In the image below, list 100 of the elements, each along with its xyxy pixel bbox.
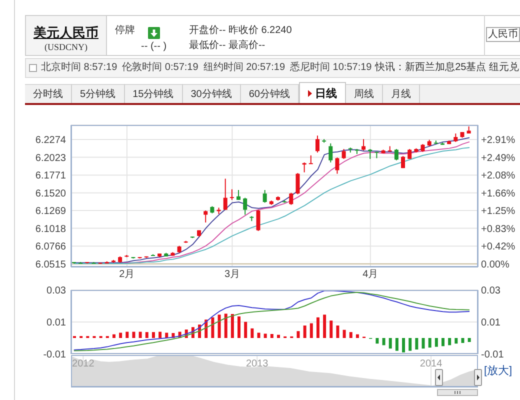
y2-tick-label: 0.00% bbox=[481, 259, 510, 270]
text-field: 人民币 bbox=[486, 27, 520, 42]
tab: 周线 bbox=[346, 84, 383, 103]
candlestick bbox=[302, 162, 306, 173]
bar bbox=[388, 338, 392, 349]
candlestick bbox=[315, 135, 320, 154]
bar bbox=[264, 334, 267, 338]
tab: 分时线 bbox=[25, 84, 72, 103]
candlestick bbox=[368, 148, 372, 160]
bar bbox=[376, 338, 379, 344]
tab: 月线 bbox=[382, 84, 420, 103]
y2-tick-label: +2.08% bbox=[481, 170, 516, 182]
y2-tick-label: +2.49% bbox=[481, 152, 516, 164]
text: 快讯：新西兰加息25基点 纽元兑 bbox=[375, 62, 519, 73]
bar bbox=[422, 338, 425, 349]
x-tick-label: 3月 bbox=[224, 269, 240, 280]
x-tick-label: 2月 bbox=[119, 269, 135, 280]
tab: 5分钟线 bbox=[72, 84, 125, 103]
bar bbox=[356, 334, 359, 338]
bar bbox=[461, 338, 464, 343]
bar bbox=[336, 326, 340, 338]
y-tick-label: 6.1018 bbox=[35, 224, 66, 235]
bar bbox=[119, 332, 122, 338]
y-tick-label: 0.01 bbox=[46, 318, 66, 328]
tab: 日线 bbox=[298, 82, 346, 103]
bar bbox=[316, 317, 320, 338]
bar bbox=[428, 338, 432, 348]
text: 最低价-- 最高价-- bbox=[189, 40, 266, 51]
bar bbox=[158, 332, 162, 338]
bar bbox=[408, 338, 412, 351]
candlestick bbox=[335, 157, 340, 174]
text: (USDCNY) bbox=[44, 42, 88, 52]
candlestick bbox=[342, 148, 346, 160]
y2-tick-label: 0.01 bbox=[481, 318, 501, 328]
x-tick-label: 2013 bbox=[246, 358, 269, 370]
bar bbox=[330, 320, 333, 338]
candlestick bbox=[262, 189, 267, 204]
candlestick bbox=[256, 209, 260, 232]
y-tick-label: 0.03 bbox=[46, 286, 66, 296]
bar bbox=[310, 323, 313, 338]
bar bbox=[415, 338, 418, 350]
x-tick-label: 2012 bbox=[72, 358, 95, 370]
bar bbox=[395, 338, 398, 351]
bar bbox=[132, 332, 136, 338]
candlestick bbox=[236, 189, 241, 200]
x-tick-label: 2014 bbox=[420, 358, 443, 370]
bar bbox=[342, 330, 346, 338]
candlestick bbox=[204, 210, 208, 223]
y2-tick-label: +0.42% bbox=[481, 241, 516, 252]
y2-tick-label: +2.91% bbox=[481, 135, 516, 146]
y2-tick-label: +0.83% bbox=[481, 224, 516, 235]
y2-tick-label: +1.66% bbox=[481, 188, 516, 200]
y2-tick-label: -0.01 bbox=[481, 350, 504, 360]
bar bbox=[126, 332, 129, 338]
text: 纽约时间 20:57:19 bbox=[203, 62, 286, 73]
bar bbox=[454, 338, 458, 344]
candlestick bbox=[289, 192, 294, 206]
bar bbox=[238, 316, 241, 338]
bar bbox=[244, 322, 248, 338]
bar bbox=[323, 314, 326, 338]
bar bbox=[112, 334, 116, 338]
candlestick bbox=[296, 172, 300, 195]
bar bbox=[138, 332, 142, 338]
bar bbox=[230, 314, 234, 338]
candlestick bbox=[408, 148, 412, 160]
y-tick-label: 6.1520 bbox=[35, 188, 66, 200]
text: 悉尼时间 10:57:19 bbox=[290, 62, 372, 73]
candlestick bbox=[243, 197, 248, 216]
candlestick bbox=[230, 188, 234, 200]
bar bbox=[442, 338, 445, 346]
bar bbox=[270, 334, 274, 338]
text: 停牌 bbox=[115, 25, 135, 36]
bar bbox=[468, 338, 471, 342]
y-tick-label: 6.0766 bbox=[35, 242, 66, 253]
y2-tick-label: 0.03 bbox=[481, 286, 501, 296]
y-tick-label: 6.0515 bbox=[35, 259, 66, 270]
candlestick bbox=[394, 148, 398, 161]
text: [放大] bbox=[484, 365, 512, 377]
bar bbox=[145, 332, 148, 338]
candlestick bbox=[223, 178, 228, 210]
tab: 15分钟线 bbox=[124, 84, 183, 103]
candlestick bbox=[362, 138, 366, 151]
bar bbox=[296, 331, 300, 338]
y2-tick-label: +1.25% bbox=[481, 206, 516, 217]
tab: 30分钟线 bbox=[182, 84, 241, 103]
bar bbox=[434, 338, 438, 347]
y-tick-label: 6.2274 bbox=[35, 135, 66, 146]
text: 伦敦时间 0:57:19 bbox=[122, 62, 198, 73]
y-tick-label: 6.1771 bbox=[35, 170, 66, 182]
x-tick-label: 4月 bbox=[362, 269, 378, 280]
candlestick bbox=[328, 142, 333, 163]
bar bbox=[165, 332, 168, 338]
bar bbox=[349, 332, 352, 338]
text: 北京时间 8:57:19 bbox=[41, 62, 118, 73]
bar bbox=[402, 338, 406, 352]
candlestick bbox=[401, 156, 406, 169]
bar bbox=[257, 332, 260, 338]
text: -- (-- ) bbox=[141, 41, 167, 52]
y-tick-label: 6.1269 bbox=[35, 206, 66, 218]
y-tick-label: -0.01 bbox=[43, 350, 66, 360]
